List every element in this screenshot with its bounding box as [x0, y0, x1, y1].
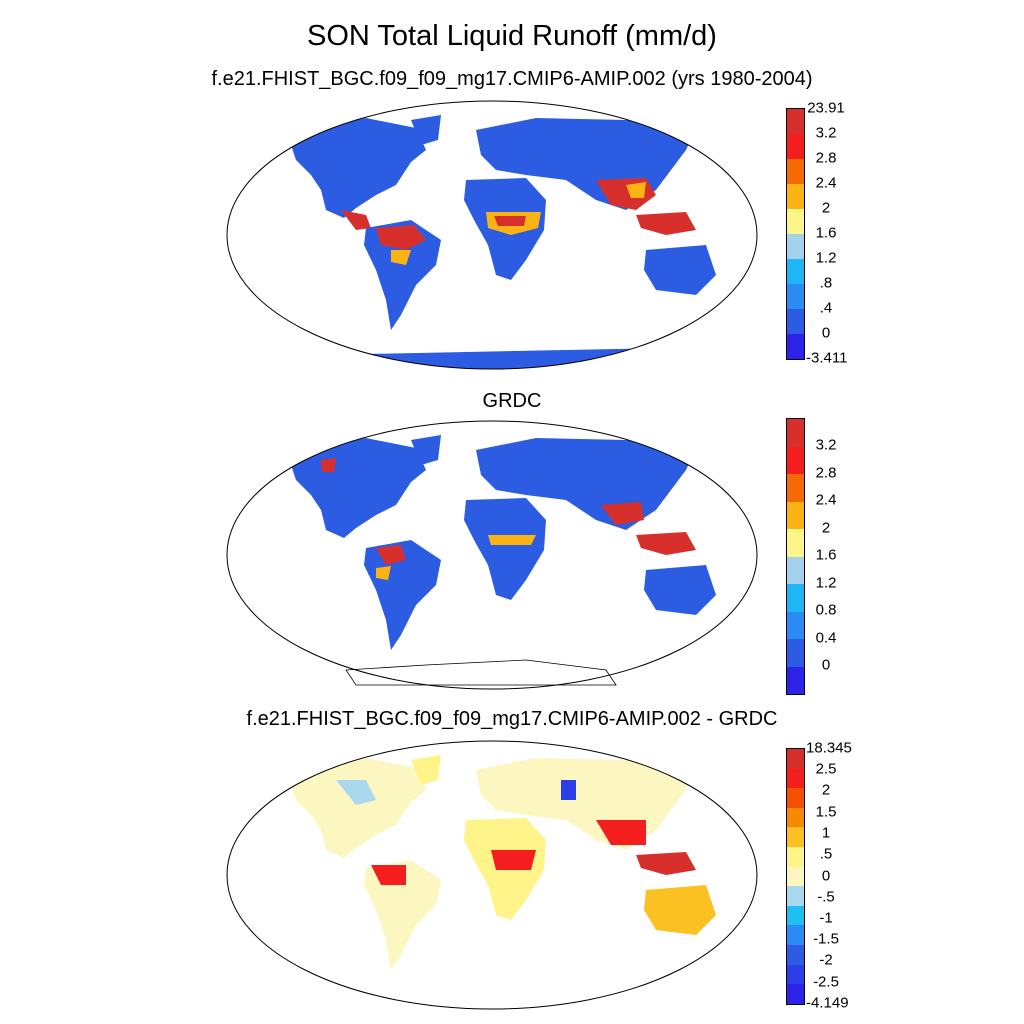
panel3-colorbar-labels: 18.345 2.5 2 1.5 1 .5 0 -.5 -1 -1.5 -2 -… — [806, 740, 876, 1012]
panel3-map — [226, 740, 758, 1010]
cb2-label: 0 — [821, 656, 831, 674]
cb1-label: 2.4 — [815, 174, 837, 192]
colorbar-swatch — [787, 529, 804, 557]
cb2-label: 1.6 — [815, 546, 837, 564]
colorbar-swatch — [787, 666, 804, 694]
colorbar-swatch — [787, 611, 804, 639]
cb3-label: -1 — [819, 909, 833, 927]
panel2-land — [286, 435, 716, 650]
panel2-colorbar — [786, 418, 805, 695]
cb2-label: 2.8 — [815, 464, 837, 482]
cb1-label: 1.2 — [815, 249, 837, 267]
panel2-map — [226, 420, 758, 690]
panel1-map — [226, 100, 758, 370]
cb2-label: 2 — [821, 519, 831, 537]
cb3-label: 0 — [821, 867, 831, 885]
cb3-label: 18.345 — [806, 739, 852, 757]
cb2-label: 2.4 — [815, 491, 837, 509]
cb3-label: -.5 — [817, 888, 835, 906]
colorbar-swatch — [787, 474, 804, 502]
panel1-land — [286, 115, 716, 369]
cb3-label: 2 — [821, 781, 831, 799]
cb1-label: .8 — [819, 274, 833, 292]
colorbar-swatch — [787, 419, 804, 447]
cb3-label: 1 — [821, 824, 831, 842]
cb3-label: 1.5 — [815, 803, 837, 821]
cb1-label: 23.91 — [807, 99, 845, 117]
colorbar-swatch — [787, 639, 804, 667]
colorbar-swatch — [787, 984, 804, 1004]
panel3-land — [286, 755, 716, 970]
colorbar-swatch — [787, 209, 804, 234]
colorbar-swatch — [787, 309, 804, 334]
colorbar-swatch — [787, 847, 804, 867]
colorbar-swatch — [787, 259, 804, 284]
panel1-colorbar-labels: 23.91 3.2 2.8 2.4 2 1.6 1.2 .8 .4 0 -3.4… — [806, 100, 876, 367]
cb3-label: -4.149 — [806, 994, 849, 1012]
colorbar-swatch — [787, 134, 804, 159]
cb1-label: -3.411 — [806, 349, 848, 367]
colorbar-swatch — [787, 184, 804, 209]
cb2-label: 0.8 — [815, 601, 837, 619]
colorbar-swatch — [787, 501, 804, 529]
cb2-label: 0.4 — [815, 629, 837, 647]
cb2-label: 3.2 — [815, 436, 837, 454]
cb3-label: -2.5 — [813, 973, 839, 991]
cb1-label: 1.6 — [815, 224, 837, 242]
colorbar-swatch — [787, 556, 804, 584]
cb3-label: 2.5 — [815, 760, 837, 778]
panel1-title: f.e21.FHIST_BGC.f09_f09_mg17.CMIP6-AMIP.… — [211, 68, 813, 90]
colorbar-swatch — [787, 584, 804, 612]
colorbar-swatch — [787, 886, 804, 906]
cb1-label: 0 — [821, 324, 831, 342]
colorbar-swatch — [787, 925, 804, 946]
cb3-label: -1.5 — [813, 930, 839, 948]
panel2-colorbar-labels: 3.2 2.8 2.4 2 1.6 1.2 0.8 0.4 0 — [806, 418, 876, 693]
panel1-map-border — [226, 100, 758, 370]
colorbar-swatch — [787, 788, 804, 808]
cb3-label: -2 — [819, 951, 833, 969]
cb3-label: .5 — [819, 845, 833, 863]
figure-title: SON Total Liquid Runoff (mm/d) — [307, 20, 717, 52]
panel3-map-border — [226, 740, 758, 1010]
colorbar-swatch — [787, 446, 804, 474]
panel3-colorbar — [786, 748, 805, 1005]
cb2-label: 1.2 — [815, 574, 837, 592]
colorbar-swatch — [787, 284, 804, 309]
colorbar-swatch — [787, 905, 804, 926]
colorbar-swatch — [787, 234, 804, 259]
colorbar-swatch — [787, 827, 804, 848]
colorbar-swatch — [787, 749, 804, 769]
colorbar-swatch — [787, 807, 804, 828]
cb1-label: 2.8 — [815, 149, 837, 167]
cb1-label: .4 — [819, 299, 833, 317]
colorbar-swatch — [787, 159, 804, 184]
panel1-colorbar — [786, 108, 805, 360]
colorbar-swatch — [787, 334, 804, 359]
panel2-title: GRDC — [482, 390, 542, 412]
colorbar-swatch — [787, 945, 804, 965]
panel2-map-border — [226, 420, 758, 690]
colorbar-swatch — [787, 866, 804, 887]
cb1-label: 3.2 — [815, 124, 837, 142]
cb1-label: 2 — [821, 199, 831, 217]
colorbar-swatch — [787, 964, 804, 985]
panel2-antarctica-outline — [345, 659, 617, 686]
colorbar-swatch — [787, 109, 804, 134]
panel3-title: f.e21.FHIST_BGC.f09_f09_mg17.CMIP6-AMIP.… — [246, 708, 778, 730]
colorbar-swatch — [787, 768, 804, 789]
